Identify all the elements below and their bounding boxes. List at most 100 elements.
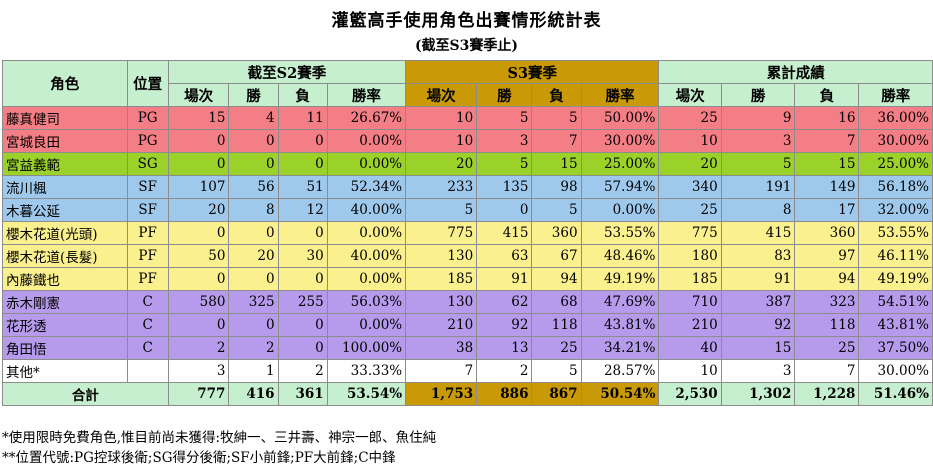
role-name: 藤真健司 bbox=[2, 106, 128, 130]
role-name: 木暮公延 bbox=[2, 198, 128, 222]
table-row: 赤木剛憲 C 580 325 255 56.03% 130 62 68 47.69% 710 387 3… bbox=[2, 290, 933, 314]
role-position: C bbox=[126, 336, 169, 360]
role-position: PF bbox=[126, 244, 169, 268]
role-position: C bbox=[126, 313, 169, 337]
all-wins: 191 bbox=[720, 175, 796, 199]
all-wins: 92 bbox=[720, 313, 796, 337]
role-name: 宮益義範 bbox=[2, 152, 128, 176]
role-position: PG bbox=[126, 106, 169, 130]
all-games: 180 bbox=[658, 244, 722, 268]
s3-games: 185 bbox=[405, 267, 478, 291]
s2-games: 3 bbox=[167, 359, 230, 383]
total-s3-games: 1,753 bbox=[405, 382, 478, 406]
s2-losses: 255 bbox=[277, 290, 328, 314]
s2-losses: 11 bbox=[277, 106, 328, 130]
all-losses: 149 bbox=[794, 175, 860, 199]
footnote-position-codes: **位置代號:PG控球後衛;SG得分後衛;SF小前鋒;PF大前鋒;C中鋒 bbox=[2, 450, 396, 466]
header-games: 場次 bbox=[167, 83, 230, 107]
footnotes: *使用限時免費角色,惟目前尚未獲得:牧紳一、三井壽、神宗一郎、魚住純 **位置代… bbox=[2, 428, 436, 468]
total-all-losses: 1,228 bbox=[794, 382, 860, 406]
s2-losses: 30 bbox=[277, 244, 328, 268]
s3-losses: 360 bbox=[531, 221, 582, 245]
all-losses: 118 bbox=[794, 313, 860, 337]
s3-games: 38 bbox=[405, 336, 478, 360]
s2-winrate: 0.00% bbox=[326, 267, 407, 291]
all-games: 10 bbox=[658, 359, 722, 383]
total-all-wins: 1,302 bbox=[720, 382, 796, 406]
s2-winrate: 56.03% bbox=[326, 290, 407, 314]
header-winrate: 勝率 bbox=[858, 83, 933, 107]
footnote-free-characters: *使用限時免費角色,惟目前尚未獲得:牧紳一、三井壽、神宗一郎、魚住純 bbox=[2, 430, 437, 446]
table-row: 櫻木花道(光頭) PF 0 0 0 0.00% 775 415 360 53.55% 775 415 3… bbox=[2, 221, 933, 245]
table-row: 流川楓 SF 107 56 51 52.34% 233 135 98 57.94% 340 191 14… bbox=[2, 175, 933, 199]
s3-games: 20 bbox=[405, 152, 478, 176]
s2-losses: 51 bbox=[277, 175, 328, 199]
all-wins: 15 bbox=[720, 336, 796, 360]
s3-losses: 94 bbox=[531, 267, 582, 291]
total-s2-games: 777 bbox=[167, 382, 230, 406]
all-wins: 91 bbox=[720, 267, 796, 291]
s2-wins: 2 bbox=[228, 336, 279, 360]
s3-winrate: 34.21% bbox=[580, 336, 660, 360]
role-position: PF bbox=[126, 221, 169, 245]
all-wins: 415 bbox=[720, 221, 796, 245]
s3-games: 233 bbox=[405, 175, 478, 199]
s3-games: 10 bbox=[405, 129, 478, 153]
total-all-games: 2,530 bbox=[658, 382, 722, 406]
header-position: 位置 bbox=[126, 60, 169, 107]
s3-winrate: 49.19% bbox=[580, 267, 660, 291]
header-group-total: 累計成績 bbox=[658, 60, 933, 84]
s3-losses: 5 bbox=[531, 106, 582, 130]
s3-wins: 3 bbox=[476, 129, 533, 153]
header-role: 角色 bbox=[2, 60, 128, 107]
s3-winrate: 25.00% bbox=[580, 152, 660, 176]
all-winrate: 56.18% bbox=[858, 175, 933, 199]
all-wins: 83 bbox=[720, 244, 796, 268]
all-losses: 94 bbox=[794, 267, 860, 291]
s2-winrate: 0.00% bbox=[326, 152, 407, 176]
header-losses: 負 bbox=[794, 83, 860, 107]
s3-losses: 68 bbox=[531, 290, 582, 314]
all-games: 185 bbox=[658, 267, 722, 291]
role-name: 其他* bbox=[2, 359, 128, 383]
all-winrate: 30.00% bbox=[858, 129, 933, 153]
all-winrate: 36.00% bbox=[858, 106, 933, 130]
header-winrate: 勝率 bbox=[580, 83, 660, 107]
s2-games: 20 bbox=[167, 198, 230, 222]
s3-losses: 67 bbox=[531, 244, 582, 268]
all-losses: 16 bbox=[794, 106, 860, 130]
s2-wins: 325 bbox=[228, 290, 279, 314]
all-games: 340 bbox=[658, 175, 722, 199]
total-s2-wins: 416 bbox=[228, 382, 279, 406]
all-losses: 7 bbox=[794, 129, 860, 153]
s2-losses: 0 bbox=[277, 267, 328, 291]
all-winrate: 49.19% bbox=[858, 267, 933, 291]
all-winrate: 46.11% bbox=[858, 244, 933, 268]
s3-winrate: 43.81% bbox=[580, 313, 660, 337]
all-wins: 3 bbox=[720, 359, 796, 383]
s3-wins: 5 bbox=[476, 152, 533, 176]
s2-games: 0 bbox=[167, 129, 230, 153]
s2-losses: 0 bbox=[277, 221, 328, 245]
all-winrate: 25.00% bbox=[858, 152, 933, 176]
all-games: 25 bbox=[658, 106, 722, 130]
role-position: SF bbox=[126, 198, 169, 222]
total-all-winrate: 51.46% bbox=[858, 382, 933, 406]
s3-winrate: 50.00% bbox=[580, 106, 660, 130]
role-name: 角田悟 bbox=[2, 336, 128, 360]
header-wins: 勝 bbox=[720, 83, 796, 107]
header-wins: 勝 bbox=[228, 83, 279, 107]
s3-wins: 2 bbox=[476, 359, 533, 383]
s3-games: 130 bbox=[405, 244, 478, 268]
table-row: 其他* 3 1 2 33.33% 7 2 5 28.57% 10 3 7 30.00% bbox=[2, 359, 933, 383]
role-position bbox=[126, 359, 169, 383]
role-position: C bbox=[126, 290, 169, 314]
s2-games: 2 bbox=[167, 336, 230, 360]
table-row: 角田悟 C 2 2 0 100.00% 38 13 25 34.21% 40 15 25 37.50% bbox=[2, 336, 933, 360]
all-losses: 7 bbox=[794, 359, 860, 383]
total-s3-winrate: 50.54% bbox=[580, 382, 660, 406]
s2-wins: 0 bbox=[228, 267, 279, 291]
s3-wins: 0 bbox=[476, 198, 533, 222]
header-losses: 負 bbox=[531, 83, 582, 107]
role-position: PG bbox=[126, 129, 169, 153]
